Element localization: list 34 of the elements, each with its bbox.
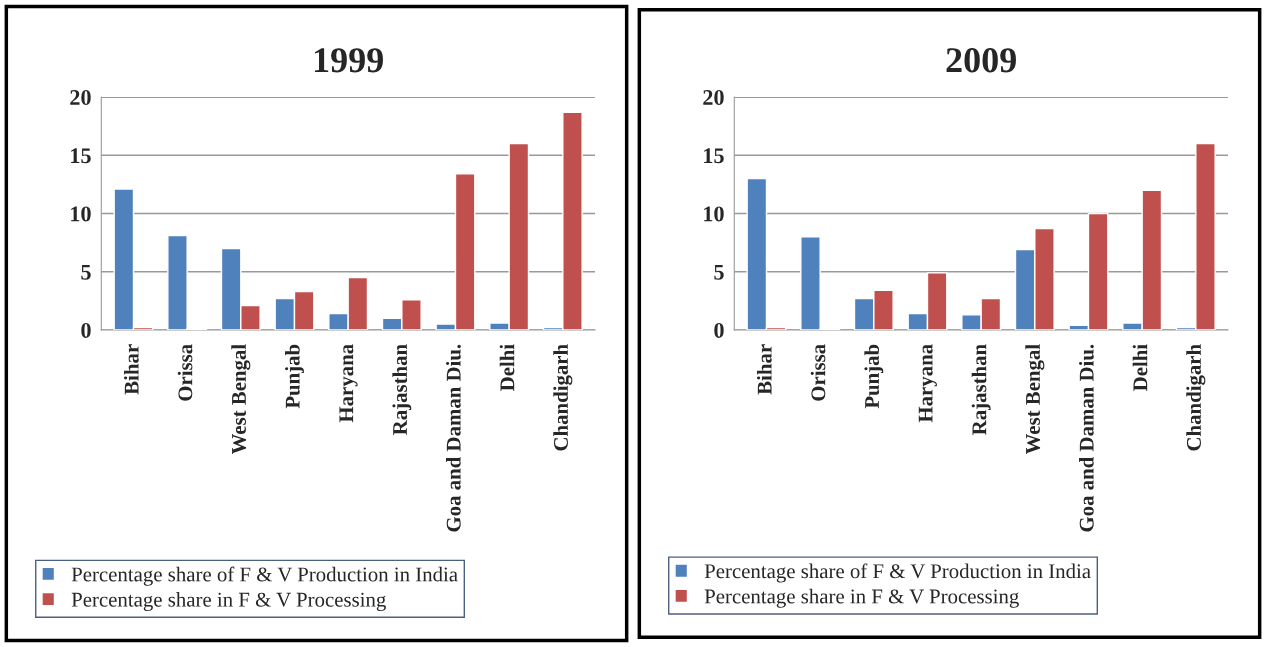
x-tick-label: Orissa: [177, 344, 193, 401]
legend-label: Percentage share of F & V Production in India: [704, 563, 1091, 583]
legend-label: Percentage share of F & V Production in India: [71, 566, 458, 586]
x-tick-label: West Bengal: [231, 344, 251, 455]
y-tick-label: 20: [70, 89, 91, 105]
x-tick-label: Chandigarh: [1186, 344, 1206, 451]
chart-title: 1999: [314, 48, 383, 73]
x-tick-label: Haryana: [339, 344, 358, 423]
y-tick-label: 10: [71, 206, 91, 222]
x-tick-label: Haryana: [918, 344, 937, 423]
x-tick-label: Punjab: [285, 344, 304, 409]
legend-label: Percentage share in F & V Processing: [704, 588, 1019, 608]
x-tick-label: Rajasthan: [971, 344, 991, 435]
y-tick-label: 15: [704, 148, 724, 164]
y-tick-label: 0: [714, 322, 724, 338]
y-tick-label: 5: [714, 264, 724, 280]
x-tick-label: Delhi: [1132, 344, 1148, 391]
x-tick-label: Delhi: [499, 344, 515, 391]
x-tick-label: Rajasthan: [392, 344, 412, 435]
x-tick-label: Orissa: [810, 344, 826, 401]
x-tick-label: Goa and Daman Diu.: [446, 344, 461, 532]
x-tick-label: Goa and Daman Diu.: [1079, 344, 1094, 532]
x-tick-label: West Bengal: [1025, 344, 1045, 455]
x-tick-label: Bihar: [757, 344, 772, 395]
chart-title: 2009: [946, 48, 1016, 73]
legend-label: Percentage share in F & V Processing: [71, 592, 386, 611]
y-tick-label: 15: [71, 148, 91, 164]
y-tick-label: 20: [703, 89, 724, 105]
y-tick-label: 0: [81, 322, 91, 338]
x-tick-label: Chandigarh: [553, 344, 573, 451]
x-tick-label: Punjab: [864, 344, 884, 409]
y-tick-label: 5: [81, 264, 91, 280]
y-tick-label: 10: [704, 206, 724, 222]
x-tick-label: Bihar: [124, 344, 139, 395]
